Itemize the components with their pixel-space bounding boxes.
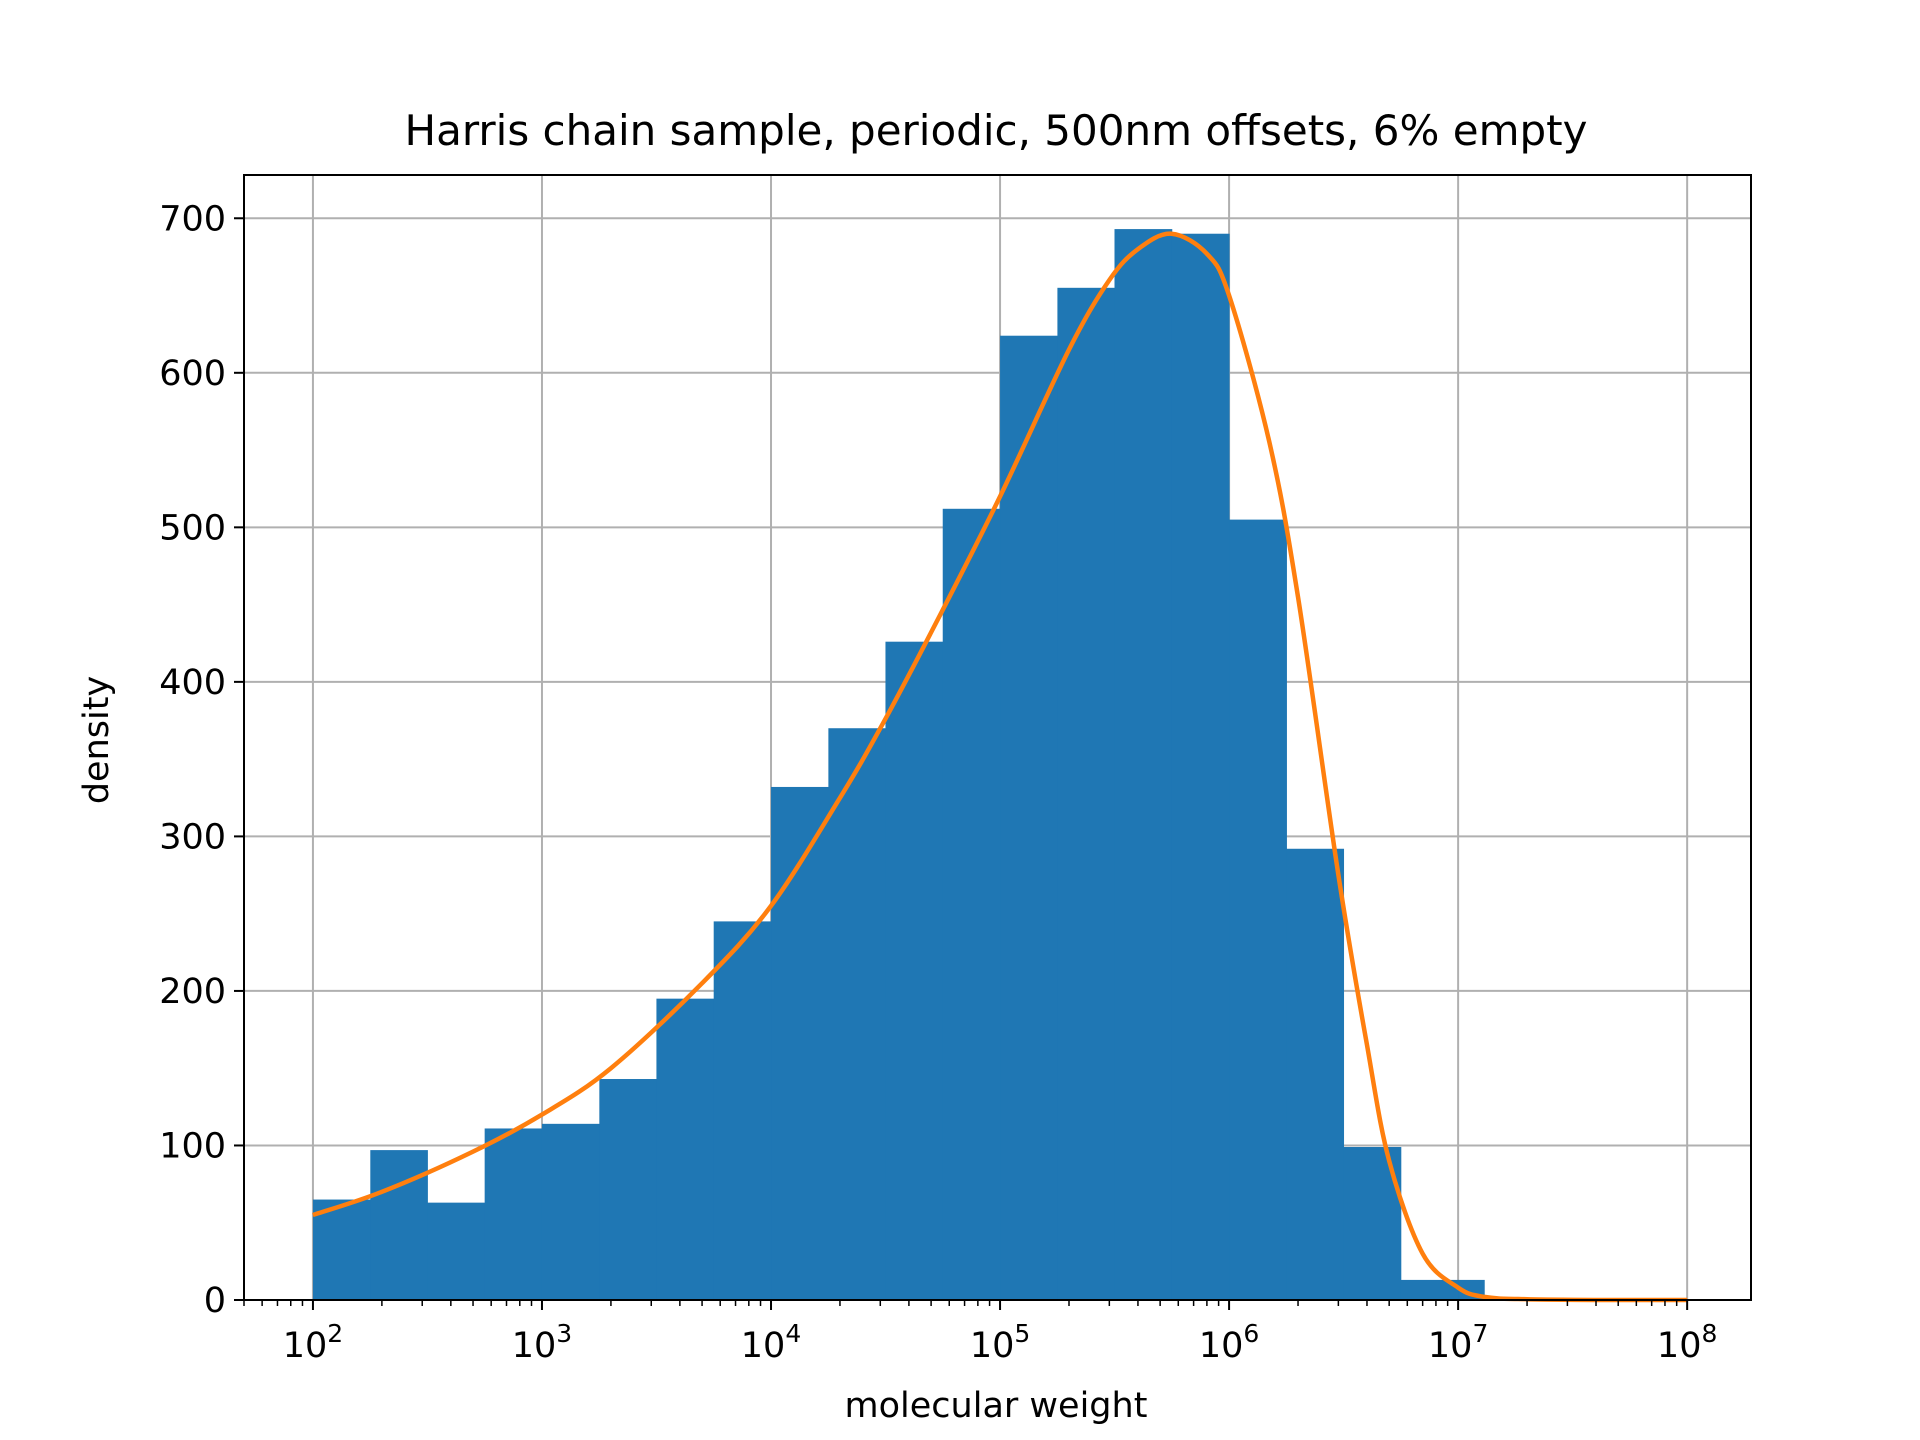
- fit-curve-line: [312, 231, 1688, 1303]
- x-tick-label: 104: [741, 1319, 801, 1366]
- histogram-bar: [1057, 287, 1115, 1300]
- histogram-bar: [885, 641, 944, 1300]
- x-tick-label: 102: [283, 1319, 343, 1366]
- y-tick-label: 600: [159, 354, 226, 394]
- histogram-bar: [1000, 335, 1058, 1300]
- x-tick-label: 108: [1657, 1319, 1717, 1366]
- histogram-bar: [656, 998, 715, 1300]
- y-tick-label: 100: [159, 1126, 226, 1166]
- y-axis-ticks: 0 100 200 300 400 500 600 700: [159, 199, 244, 1321]
- histogram-bar: [427, 1202, 486, 1300]
- histogram-bar: [484, 1128, 543, 1300]
- histogram-bar: [1286, 848, 1345, 1300]
- y-tick-label: 400: [159, 663, 226, 703]
- y-tick-label: 0: [204, 1281, 226, 1321]
- x-tick-label: 103: [512, 1319, 572, 1366]
- y-tick-label: 300: [159, 817, 226, 857]
- histogram-bar: [828, 728, 886, 1300]
- y-tick-label: 500: [159, 508, 226, 548]
- histogram-bar: [1229, 519, 1287, 1300]
- y-axis-label: density: [77, 676, 117, 804]
- histogram-bar: [599, 1079, 657, 1300]
- plot-frame: [243, 174, 1752, 1301]
- x-tick-label: 106: [1199, 1319, 1259, 1366]
- x-axis-label: molecular weight: [845, 1386, 1148, 1426]
- histogram-bar: [713, 921, 772, 1300]
- histogram-bars: [312, 229, 1485, 1300]
- histogram-bar: [1400, 1279, 1459, 1300]
- chart-title: Harris chain sample, periodic, 500nm off…: [405, 106, 1588, 155]
- y-tick-label: 700: [159, 199, 226, 239]
- histogram-bar: [942, 508, 1001, 1300]
- fit-curve: [312, 231, 1688, 1303]
- histogram-bar: [771, 786, 829, 1300]
- histogram-bar: [312, 1199, 371, 1300]
- x-tick-label: 105: [970, 1319, 1030, 1366]
- histogram-bar: [1114, 229, 1173, 1300]
- histogram-bar: [541, 1123, 600, 1300]
- x-tick-label: 107: [1428, 1319, 1488, 1366]
- histogram-bar: [370, 1150, 428, 1300]
- y-tick-label: 200: [159, 972, 226, 1012]
- histogram-bar: [1171, 233, 1230, 1300]
- x-axis-ticks: 102 103 104 105 106 107 108: [243, 1300, 1717, 1366]
